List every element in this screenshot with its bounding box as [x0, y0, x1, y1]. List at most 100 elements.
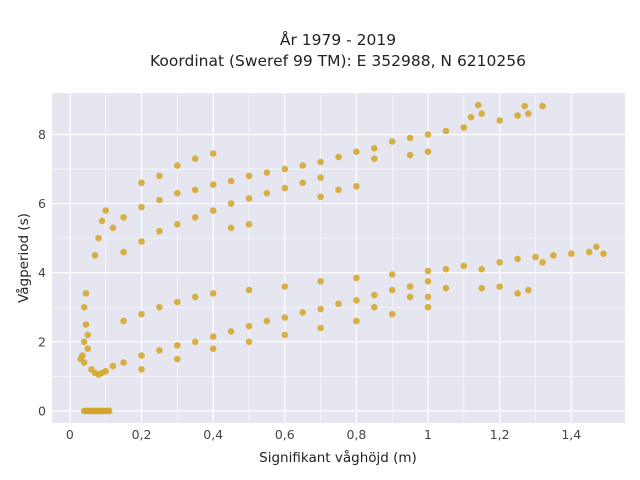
scatter-point	[174, 342, 181, 349]
scatter-point	[550, 252, 557, 259]
scatter-point	[245, 322, 253, 330]
scatter-point	[317, 158, 324, 166]
plot-area	[52, 93, 625, 423]
scatter-point	[227, 224, 235, 232]
x-tick-label: 1,4	[561, 427, 581, 442]
scatter-point	[299, 309, 307, 316]
scatter-point	[245, 221, 253, 228]
scatter-point	[138, 352, 145, 359]
y-tick-label: 0	[38, 403, 46, 418]
scatter-point	[539, 102, 546, 110]
chart-title: År 1979 - 2019 Koordinat (Sweref 99 TM):…	[150, 30, 526, 70]
scatter-point	[388, 310, 396, 318]
scatter-point	[514, 290, 521, 297]
scatter-point	[406, 134, 414, 142]
scatter-point	[281, 184, 289, 192]
scatter-point	[406, 151, 414, 159]
scatter-point	[478, 284, 486, 292]
x-tick-label: 0	[66, 427, 74, 442]
scatter-point	[263, 317, 271, 325]
scatter-point	[353, 183, 360, 190]
scatter-point	[156, 303, 163, 311]
scatter-point	[388, 138, 396, 145]
scatter-point	[120, 317, 127, 325]
scatter-point	[424, 131, 432, 138]
scatter-point	[371, 303, 378, 311]
x-tick-label: 0,2	[132, 427, 152, 442]
scatter-point	[496, 117, 504, 124]
scatter-point	[496, 259, 504, 266]
scatter-point	[102, 367, 109, 375]
scatter-point	[174, 221, 181, 228]
scatter-point	[227, 328, 235, 335]
scatter-point	[156, 347, 163, 354]
scatter-point	[600, 250, 607, 257]
scatter-point	[353, 274, 360, 282]
scatter-point	[442, 127, 450, 135]
scatter-point	[109, 224, 117, 232]
scatter-point	[156, 196, 163, 204]
scatter-point	[245, 172, 253, 180]
scatter-point	[299, 179, 307, 187]
scatter-point	[263, 169, 271, 176]
scatter-point	[442, 284, 450, 292]
scatter-point	[521, 102, 528, 110]
scatter-point	[371, 145, 378, 152]
scatter-point	[539, 259, 546, 266]
scatter-point	[467, 113, 475, 121]
scatter-point	[191, 214, 199, 221]
scatter-point	[191, 338, 199, 346]
scatter-point	[478, 265, 486, 273]
scatter-point	[406, 293, 414, 301]
scatter-point	[209, 290, 217, 297]
scatter-point	[82, 321, 90, 328]
scatter-point	[138, 179, 145, 187]
scatter-point	[442, 265, 450, 273]
scatter-point	[424, 303, 432, 311]
scatter-point	[191, 293, 199, 301]
scatter-point	[353, 297, 360, 304]
scatter-point	[514, 255, 521, 263]
scatter-point	[424, 278, 432, 285]
scatter-point	[174, 298, 181, 306]
scatter-point	[424, 267, 432, 275]
scatter-point	[209, 333, 217, 340]
scatter-point	[82, 290, 90, 297]
scatter-point	[371, 291, 378, 299]
x-tick-label: 0,6	[275, 427, 295, 442]
x-tick-label: 0,4	[203, 427, 223, 442]
x-axis-ticks: 0 0,2 0,4 0,6 0,8 1 1,2 1,4	[66, 427, 581, 442]
scatter-point	[525, 286, 532, 294]
scatter-point	[371, 155, 378, 162]
chart-title-line-1: År 1979 - 2019	[280, 30, 396, 49]
x-tick-label: 1	[424, 427, 432, 442]
scatter-point	[514, 112, 521, 119]
scatter-point	[138, 203, 145, 211]
scatter-point	[388, 271, 396, 278]
scatter-point	[388, 286, 396, 294]
scatter-point	[496, 283, 504, 290]
y-tick-label: 6	[38, 196, 46, 211]
scatter-point	[317, 324, 324, 332]
scatter-point	[245, 195, 253, 202]
y-tick-label: 4	[38, 265, 46, 280]
y-axis-label: Vågperiod (s)	[15, 213, 32, 303]
scatter-point	[299, 162, 307, 169]
scatter-point	[460, 262, 468, 270]
scatter-point	[209, 345, 217, 353]
scatter-point	[317, 305, 324, 313]
scatter-point	[106, 407, 113, 415]
scatter-point	[120, 359, 127, 366]
scatter-point	[209, 181, 217, 188]
scatter-point	[474, 101, 482, 109]
scatter-point	[95, 234, 102, 242]
scatter-point	[335, 153, 342, 161]
scatter-point	[478, 110, 486, 117]
scatter-point	[585, 248, 593, 256]
x-tick-label: 1,2	[490, 427, 510, 442]
scatter-point	[281, 283, 289, 290]
chart-title-line-2: Koordinat (Sweref 99 TM): E 352988, N 62…	[150, 52, 526, 70]
scatter-point	[84, 331, 92, 339]
scatter-point	[91, 252, 99, 259]
